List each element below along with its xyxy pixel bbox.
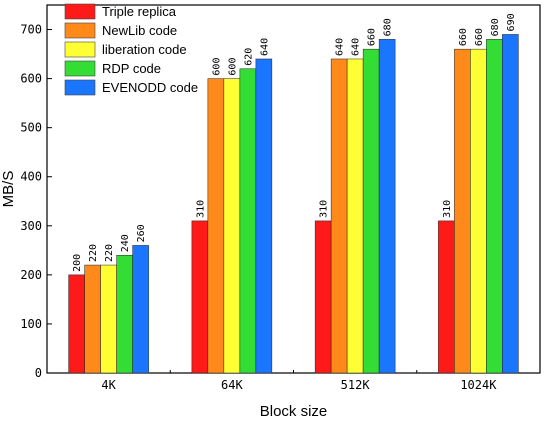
x-axis-title: Block size	[260, 403, 328, 420]
y-tick-label: 600	[20, 72, 42, 86]
legend-label: Triple replica	[102, 4, 177, 19]
bar	[207, 78, 225, 374]
legend-label: liberation code	[102, 42, 187, 57]
bar-value-label: 260	[136, 224, 147, 242]
bar	[191, 220, 209, 374]
legend-label: NewLib code	[102, 23, 177, 38]
y-tick-label: 300	[20, 219, 42, 233]
bar	[223, 78, 241, 374]
x-tick-label: 64K	[221, 378, 243, 392]
bar	[438, 220, 455, 374]
bar-value-label: 680	[490, 18, 501, 36]
bar-value-label: 660	[458, 28, 469, 46]
bar-value-label: 310	[195, 200, 206, 218]
legend-label: EVENODD code	[102, 80, 198, 95]
y-axis-title: MB/S	[0, 171, 17, 208]
y-tick-label: 700	[20, 23, 42, 37]
bar	[378, 39, 396, 374]
data-labels: 200 220 220 240 260 310 600 600 620 640 310 640 640 6…	[72, 13, 517, 271]
bar	[486, 39, 503, 374]
bar	[255, 58, 273, 374]
y-tick-label: 100	[20, 317, 42, 331]
bar	[68, 274, 85, 374]
bar-value-label: 220	[104, 244, 115, 262]
bars	[68, 34, 519, 374]
bar	[330, 58, 348, 374]
bar	[84, 264, 101, 374]
x-tick-label: 4K	[101, 378, 116, 392]
bar-value-label: 200	[72, 254, 83, 272]
bar-value-label: 640	[335, 38, 346, 56]
x-tick-label: 512K	[341, 378, 371, 392]
bar	[470, 48, 487, 374]
bar-value-label: 600	[211, 58, 222, 76]
y-tick-label: 400	[20, 170, 42, 184]
legend-label: RDP code	[102, 61, 161, 76]
bar-value-label: 640	[351, 38, 362, 56]
legend-swatch	[64, 3, 96, 20]
bar-value-label: 620	[243, 48, 254, 66]
bar-value-label: 660	[367, 28, 378, 46]
bar-value-label: 310	[319, 200, 330, 218]
bar-value-label: 240	[120, 234, 131, 252]
bar	[314, 220, 332, 374]
x-tick-label: 1024K	[460, 378, 497, 392]
bar	[239, 68, 257, 374]
y-tick-label: 0	[35, 366, 42, 380]
bar	[454, 48, 471, 374]
bar	[116, 254, 133, 374]
legend-swatch	[64, 60, 96, 77]
bar-value-label: 660	[474, 28, 485, 46]
bar-value-label: 220	[88, 244, 99, 262]
axes: 0 100 200 300 400 500 600 700 4K 64K 512K 1024K	[20, 23, 497, 392]
legend: Triple replica NewLib code liberation code…	[64, 3, 198, 96]
y-tick-label: 200	[20, 268, 42, 282]
legend-swatch	[64, 41, 96, 58]
bar-value-label: 690	[506, 13, 517, 31]
bar	[502, 34, 519, 374]
legend-swatch	[64, 22, 96, 39]
bar-value-label: 310	[442, 200, 453, 218]
legend-swatch	[64, 79, 96, 96]
bar-value-label: 600	[227, 58, 238, 76]
bar	[100, 264, 117, 374]
bar	[362, 48, 380, 374]
bar	[132, 245, 149, 374]
bar-value-label: 680	[383, 18, 394, 36]
y-tick-label: 500	[20, 121, 42, 135]
bar	[346, 58, 364, 374]
bar-value-label: 640	[259, 38, 270, 56]
